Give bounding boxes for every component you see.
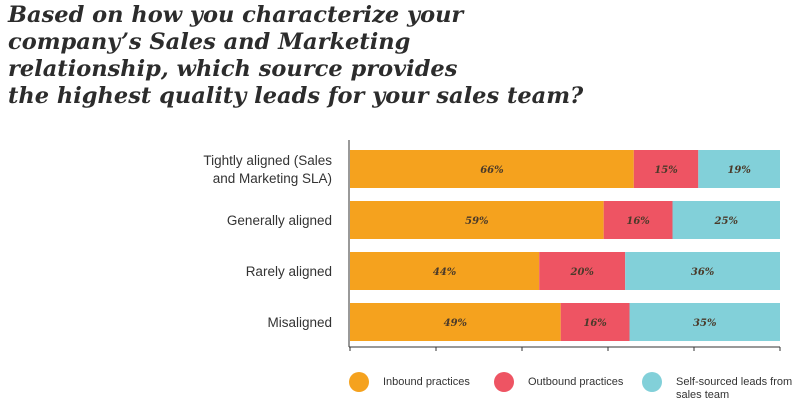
data-label: 20% — [569, 267, 594, 278]
category-label: Misaligned — [267, 315, 332, 330]
bar-segment — [560, 303, 630, 341]
legend-swatch-outbound — [494, 372, 514, 392]
legend-swatch-inbound — [349, 372, 369, 392]
legend-label-self-sourced: Self-sourced leads from sales team — [676, 372, 792, 402]
legend-label-inbound: Inbound practices — [383, 376, 470, 388]
data-label: 19% — [727, 165, 751, 176]
data-label: 16% — [583, 318, 607, 329]
data-label: 44% — [433, 267, 457, 278]
bar-segment — [350, 303, 561, 341]
data-label: 25% — [714, 216, 739, 227]
data-label: 36% — [691, 267, 715, 278]
stacked-bar-chart: 66% 15% 19% Tightly aligned (Sales and Marke… — [203, 140, 781, 351]
title-line: company’s Sales and Marketing — [8, 29, 411, 55]
bar-segment — [625, 252, 780, 290]
bar-segment — [350, 252, 540, 290]
category-label: Rarely aligned — [246, 264, 332, 279]
data-label: 15% — [654, 165, 678, 176]
category-label: Tightly aligned (Sales — [203, 153, 332, 168]
bar-segment — [539, 252, 626, 290]
data-label: 35% — [693, 318, 717, 329]
title-line: the highest quality leads for your sales… — [8, 83, 584, 109]
data-label: 59% — [465, 216, 489, 227]
bar-segment — [350, 201, 604, 239]
bar-segment — [350, 150, 634, 188]
bar-segment — [672, 201, 780, 239]
category-label: Generally aligned — [227, 213, 332, 228]
legend-item-self-sourced: Self-sourced leads from sales team — [642, 372, 792, 402]
legend-item-inbound: Inbound practices — [349, 372, 470, 392]
legend-item-outbound: Outbound practices — [494, 372, 623, 392]
data-label: 16% — [626, 216, 650, 227]
bar-segment — [629, 303, 780, 341]
legend: Inbound practices Outbound practices Sel… — [0, 372, 800, 412]
category-label: and Marketing SLA) — [213, 171, 332, 186]
legend-swatch-self-sourced — [642, 372, 662, 392]
legend-label-line: sales team — [676, 389, 730, 401]
title-line: Based on how you characterize your — [8, 2, 464, 28]
bar-segment — [633, 150, 699, 188]
bar-segment — [603, 201, 673, 239]
title-line: relationship, which source provides — [8, 56, 458, 82]
legend-label-outbound: Outbound practices — [528, 376, 624, 388]
data-label: 49% — [444, 318, 468, 329]
legend-label-line: Self-sourced leads from — [676, 376, 793, 388]
data-label: 66% — [480, 165, 504, 176]
chart-title: Based on how you characterize your compa… — [8, 2, 584, 110]
bar-segment — [698, 150, 780, 188]
